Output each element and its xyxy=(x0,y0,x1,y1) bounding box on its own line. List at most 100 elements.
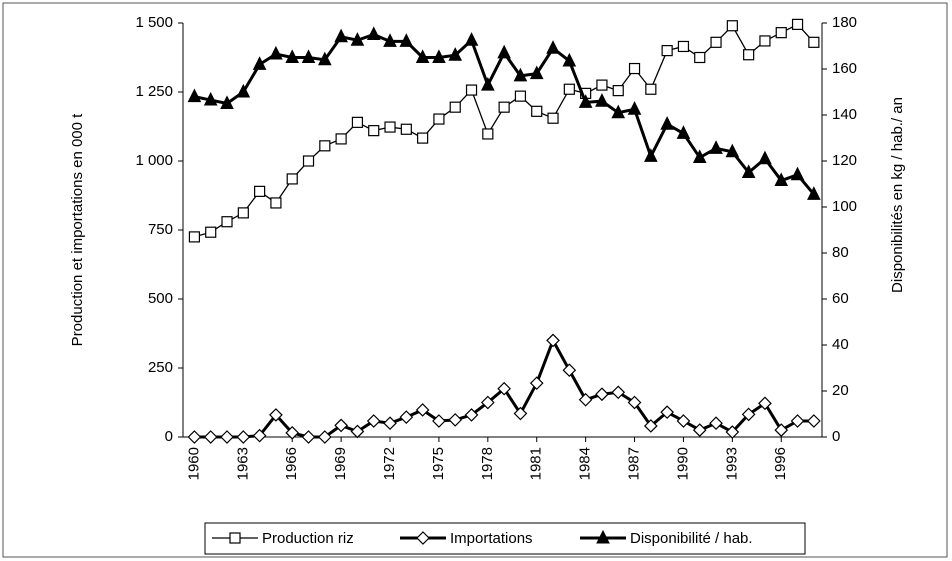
point xyxy=(547,112,559,124)
point xyxy=(415,403,430,417)
y-tick-label: 1 250 xyxy=(135,83,173,100)
point xyxy=(205,226,217,238)
point xyxy=(187,430,202,444)
point xyxy=(188,231,201,243)
y2-tick-label: 100 xyxy=(832,198,857,215)
point xyxy=(676,414,691,428)
point xyxy=(611,104,626,119)
point xyxy=(774,423,789,437)
point xyxy=(400,123,412,135)
point xyxy=(628,62,641,75)
y-tick-label: 1 000 xyxy=(135,152,173,169)
point xyxy=(808,36,820,48)
point xyxy=(368,125,380,137)
point xyxy=(350,32,365,46)
point xyxy=(726,20,738,32)
point xyxy=(741,164,756,178)
x-tick-label: 1966 xyxy=(283,447,300,480)
legend-label: Disponibilité / hab. xyxy=(630,530,753,547)
point xyxy=(464,408,479,422)
point xyxy=(285,426,300,440)
point xyxy=(252,428,267,443)
point xyxy=(595,93,609,107)
point xyxy=(301,430,316,444)
point xyxy=(627,395,642,410)
x-tick-label: 1972 xyxy=(381,447,398,480)
point xyxy=(578,94,593,108)
point xyxy=(563,83,575,95)
point xyxy=(254,185,266,197)
point xyxy=(611,385,626,400)
point xyxy=(498,101,510,113)
point xyxy=(465,84,478,96)
point xyxy=(334,28,348,43)
y2-tick-label: 80 xyxy=(832,244,849,261)
point xyxy=(775,27,787,39)
point xyxy=(514,90,527,102)
x-tick-label: 1984 xyxy=(577,447,594,480)
point xyxy=(546,333,560,348)
point xyxy=(643,419,658,433)
point xyxy=(546,40,560,54)
legend-label: Production riz xyxy=(262,530,354,547)
x-tick-label: 1987 xyxy=(626,447,643,480)
point xyxy=(334,418,348,433)
point xyxy=(432,414,446,428)
point xyxy=(692,149,707,164)
y-tick-label: 1 500 xyxy=(135,14,173,31)
point xyxy=(790,166,805,181)
x-tick-label: 1990 xyxy=(674,447,691,480)
point xyxy=(252,56,267,70)
point xyxy=(187,88,202,103)
point xyxy=(236,83,251,98)
x-tick-label: 1996 xyxy=(772,447,789,480)
x-tick-label: 1963 xyxy=(234,447,251,480)
point xyxy=(694,51,706,64)
point xyxy=(399,33,414,47)
point xyxy=(595,387,609,402)
point xyxy=(725,425,740,439)
point xyxy=(710,36,722,48)
point xyxy=(236,430,251,444)
y2-tick-label: 60 xyxy=(832,290,849,307)
y2-tick-label: 40 xyxy=(832,336,849,353)
point xyxy=(758,396,772,411)
x-tick-label: 1975 xyxy=(430,447,447,480)
point xyxy=(562,52,577,67)
y2-axis-label: Disponibilités en kg / hab./ an xyxy=(889,97,906,293)
point xyxy=(383,416,397,431)
point xyxy=(383,33,397,47)
y-tick-label: 0 xyxy=(165,428,173,445)
legend-marker xyxy=(229,532,241,544)
x-tick-label: 1978 xyxy=(479,447,496,480)
point xyxy=(399,410,414,424)
point xyxy=(677,40,690,53)
y-tick-label: 750 xyxy=(148,221,173,238)
x-tick-label: 1981 xyxy=(528,447,545,480)
point xyxy=(661,44,673,57)
point xyxy=(612,85,624,97)
point xyxy=(627,101,642,115)
point xyxy=(318,51,332,66)
point xyxy=(302,155,315,167)
legend-marker xyxy=(596,529,610,544)
y2-tick-label: 120 xyxy=(832,152,857,169)
point xyxy=(269,408,283,422)
point xyxy=(562,363,577,378)
point xyxy=(513,406,528,421)
point xyxy=(758,150,772,165)
y2-tick-label: 140 xyxy=(832,106,857,123)
point xyxy=(351,116,364,128)
point xyxy=(366,26,381,40)
y2-tick-label: 180 xyxy=(832,14,857,31)
point xyxy=(417,132,429,144)
point xyxy=(221,216,233,228)
point xyxy=(237,207,249,219)
point xyxy=(480,395,495,410)
point xyxy=(448,47,463,61)
point xyxy=(203,430,218,444)
legend-box xyxy=(204,522,806,555)
point xyxy=(790,414,805,428)
point xyxy=(366,414,381,428)
point xyxy=(384,121,396,133)
